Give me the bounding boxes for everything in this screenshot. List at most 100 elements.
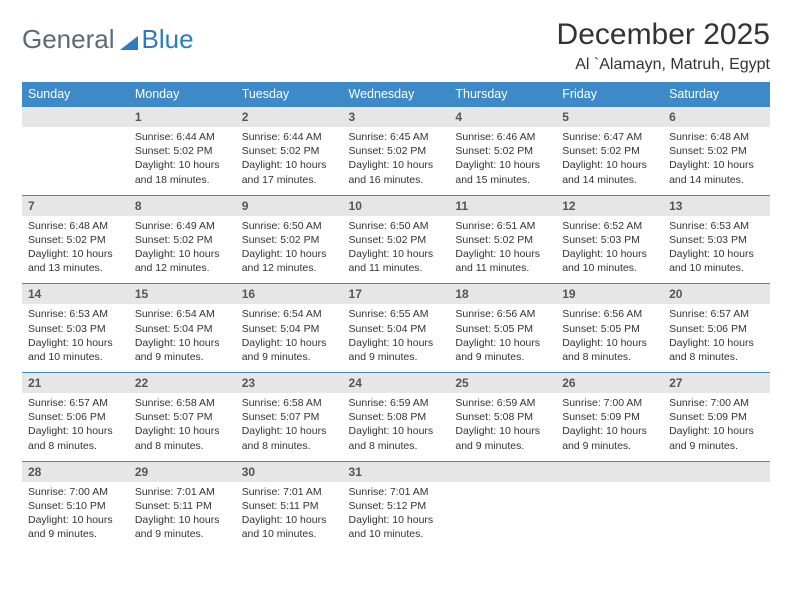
day-details: Sunrise: 6:49 AMSunset: 5:02 PMDaylight:… <box>129 216 236 284</box>
day-cell: 22Sunrise: 6:58 AMSunset: 5:07 PMDayligh… <box>129 373 236 462</box>
brand-part1: General <box>22 24 115 55</box>
day-details: Sunrise: 6:50 AMSunset: 5:02 PMDaylight:… <box>343 216 450 284</box>
weekday-header: Wednesday <box>343 82 450 107</box>
day-number: 20 <box>663 284 770 304</box>
day-details: Sunrise: 6:53 AMSunset: 5:03 PMDaylight:… <box>663 216 770 284</box>
day-details: Sunrise: 6:56 AMSunset: 5:05 PMDaylight:… <box>449 304 556 372</box>
day-details: Sunrise: 6:48 AMSunset: 5:02 PMDaylight:… <box>22 216 129 284</box>
day-details: Sunrise: 6:58 AMSunset: 5:07 PMDaylight:… <box>129 393 236 461</box>
weekday-header: Thursday <box>449 82 556 107</box>
day-number: 19 <box>556 284 663 304</box>
day-details: Sunrise: 6:44 AMSunset: 5:02 PMDaylight:… <box>236 127 343 195</box>
day-details: Sunrise: 6:57 AMSunset: 5:06 PMDaylight:… <box>663 304 770 372</box>
day-cell: 6Sunrise: 6:48 AMSunset: 5:02 PMDaylight… <box>663 107 770 196</box>
day-number: 8 <box>129 196 236 216</box>
day-details: Sunrise: 6:52 AMSunset: 5:03 PMDaylight:… <box>556 216 663 284</box>
brand-triangle-icon <box>120 36 138 50</box>
day-details: Sunrise: 6:56 AMSunset: 5:05 PMDaylight:… <box>556 304 663 372</box>
day-details: Sunrise: 6:51 AMSunset: 5:02 PMDaylight:… <box>449 216 556 284</box>
day-number: 29 <box>129 462 236 482</box>
day-cell: 15Sunrise: 6:54 AMSunset: 5:04 PMDayligh… <box>129 284 236 373</box>
location-text: Al `Alamayn, Matruh, Egypt <box>557 56 770 74</box>
brand-part2: Blue <box>142 24 194 55</box>
calendar-page: General Blue December 2025 Al `Alamayn, … <box>0 0 792 567</box>
day-details: Sunrise: 6:50 AMSunset: 5:02 PMDaylight:… <box>236 216 343 284</box>
day-cell: 20Sunrise: 6:57 AMSunset: 5:06 PMDayligh… <box>663 284 770 373</box>
day-number: 22 <box>129 373 236 393</box>
day-cell: 25Sunrise: 6:59 AMSunset: 5:08 PMDayligh… <box>449 373 556 462</box>
empty-cell <box>663 461 770 549</box>
empty-cell <box>556 461 663 549</box>
day-number: 3 <box>343 107 450 127</box>
title-block: December 2025 Al `Alamayn, Matruh, Egypt <box>557 18 770 74</box>
day-number: 23 <box>236 373 343 393</box>
day-number: 6 <box>663 107 770 127</box>
day-number: 18 <box>449 284 556 304</box>
day-cell: 11Sunrise: 6:51 AMSunset: 5:02 PMDayligh… <box>449 195 556 284</box>
calendar-head: SundayMondayTuesdayWednesdayThursdayFrid… <box>22 82 770 107</box>
day-details: Sunrise: 7:01 AMSunset: 5:11 PMDaylight:… <box>129 482 236 550</box>
day-cell: 17Sunrise: 6:55 AMSunset: 5:04 PMDayligh… <box>343 284 450 373</box>
day-details: Sunrise: 7:01 AMSunset: 5:12 PMDaylight:… <box>343 482 450 550</box>
day-cell: 13Sunrise: 6:53 AMSunset: 5:03 PMDayligh… <box>663 195 770 284</box>
day-cell: 7Sunrise: 6:48 AMSunset: 5:02 PMDaylight… <box>22 195 129 284</box>
day-details: Sunrise: 6:54 AMSunset: 5:04 PMDaylight:… <box>236 304 343 372</box>
day-details: Sunrise: 7:00 AMSunset: 5:10 PMDaylight:… <box>22 482 129 550</box>
day-number: 4 <box>449 107 556 127</box>
day-cell: 26Sunrise: 7:00 AMSunset: 5:09 PMDayligh… <box>556 373 663 462</box>
day-number: 7 <box>22 196 129 216</box>
day-details: Sunrise: 6:53 AMSunset: 5:03 PMDaylight:… <box>22 304 129 372</box>
day-details: Sunrise: 6:47 AMSunset: 5:02 PMDaylight:… <box>556 127 663 195</box>
day-cell: 24Sunrise: 6:59 AMSunset: 5:08 PMDayligh… <box>343 373 450 462</box>
day-details: Sunrise: 6:59 AMSunset: 5:08 PMDaylight:… <box>449 393 556 461</box>
day-details: Sunrise: 6:59 AMSunset: 5:08 PMDaylight:… <box>343 393 450 461</box>
day-cell: 3Sunrise: 6:45 AMSunset: 5:02 PMDaylight… <box>343 107 450 196</box>
day-number: 2 <box>236 107 343 127</box>
day-cell: 9Sunrise: 6:50 AMSunset: 5:02 PMDaylight… <box>236 195 343 284</box>
day-details: Sunrise: 6:58 AMSunset: 5:07 PMDaylight:… <box>236 393 343 461</box>
empty-cell <box>22 107 129 196</box>
day-number: 10 <box>343 196 450 216</box>
weekday-header: Sunday <box>22 82 129 107</box>
brand-logo: General Blue <box>22 24 194 55</box>
day-cell: 27Sunrise: 7:00 AMSunset: 5:09 PMDayligh… <box>663 373 770 462</box>
day-cell: 16Sunrise: 6:54 AMSunset: 5:04 PMDayligh… <box>236 284 343 373</box>
day-cell: 10Sunrise: 6:50 AMSunset: 5:02 PMDayligh… <box>343 195 450 284</box>
day-cell: 14Sunrise: 6:53 AMSunset: 5:03 PMDayligh… <box>22 284 129 373</box>
day-details: Sunrise: 6:45 AMSunset: 5:02 PMDaylight:… <box>343 127 450 195</box>
header: General Blue December 2025 Al `Alamayn, … <box>22 18 770 74</box>
day-number: 30 <box>236 462 343 482</box>
day-number: 16 <box>236 284 343 304</box>
day-cell: 30Sunrise: 7:01 AMSunset: 5:11 PMDayligh… <box>236 461 343 549</box>
day-number: 24 <box>343 373 450 393</box>
day-number: 21 <box>22 373 129 393</box>
day-number: 27 <box>663 373 770 393</box>
day-number: 15 <box>129 284 236 304</box>
day-details: Sunrise: 6:54 AMSunset: 5:04 PMDaylight:… <box>129 304 236 372</box>
day-number: 26 <box>556 373 663 393</box>
day-details: Sunrise: 6:44 AMSunset: 5:02 PMDaylight:… <box>129 127 236 195</box>
day-cell: 2Sunrise: 6:44 AMSunset: 5:02 PMDaylight… <box>236 107 343 196</box>
day-number: 9 <box>236 196 343 216</box>
day-details: Sunrise: 6:48 AMSunset: 5:02 PMDaylight:… <box>663 127 770 195</box>
day-number: 28 <box>22 462 129 482</box>
month-title: December 2025 <box>557 18 770 52</box>
calendar-table: SundayMondayTuesdayWednesdayThursdayFrid… <box>22 82 770 549</box>
empty-cell <box>449 461 556 549</box>
day-cell: 21Sunrise: 6:57 AMSunset: 5:06 PMDayligh… <box>22 373 129 462</box>
day-number: 25 <box>449 373 556 393</box>
day-cell: 12Sunrise: 6:52 AMSunset: 5:03 PMDayligh… <box>556 195 663 284</box>
day-cell: 31Sunrise: 7:01 AMSunset: 5:12 PMDayligh… <box>343 461 450 549</box>
day-cell: 1Sunrise: 6:44 AMSunset: 5:02 PMDaylight… <box>129 107 236 196</box>
weekday-header: Tuesday <box>236 82 343 107</box>
day-number: 1 <box>129 107 236 127</box>
weekday-header: Monday <box>129 82 236 107</box>
day-cell: 5Sunrise: 6:47 AMSunset: 5:02 PMDaylight… <box>556 107 663 196</box>
calendar-body: 1Sunrise: 6:44 AMSunset: 5:02 PMDaylight… <box>22 107 770 550</box>
day-number: 12 <box>556 196 663 216</box>
day-number: 5 <box>556 107 663 127</box>
day-cell: 23Sunrise: 6:58 AMSunset: 5:07 PMDayligh… <box>236 373 343 462</box>
day-number: 13 <box>663 196 770 216</box>
day-number: 14 <box>22 284 129 304</box>
day-details: Sunrise: 6:57 AMSunset: 5:06 PMDaylight:… <box>22 393 129 461</box>
